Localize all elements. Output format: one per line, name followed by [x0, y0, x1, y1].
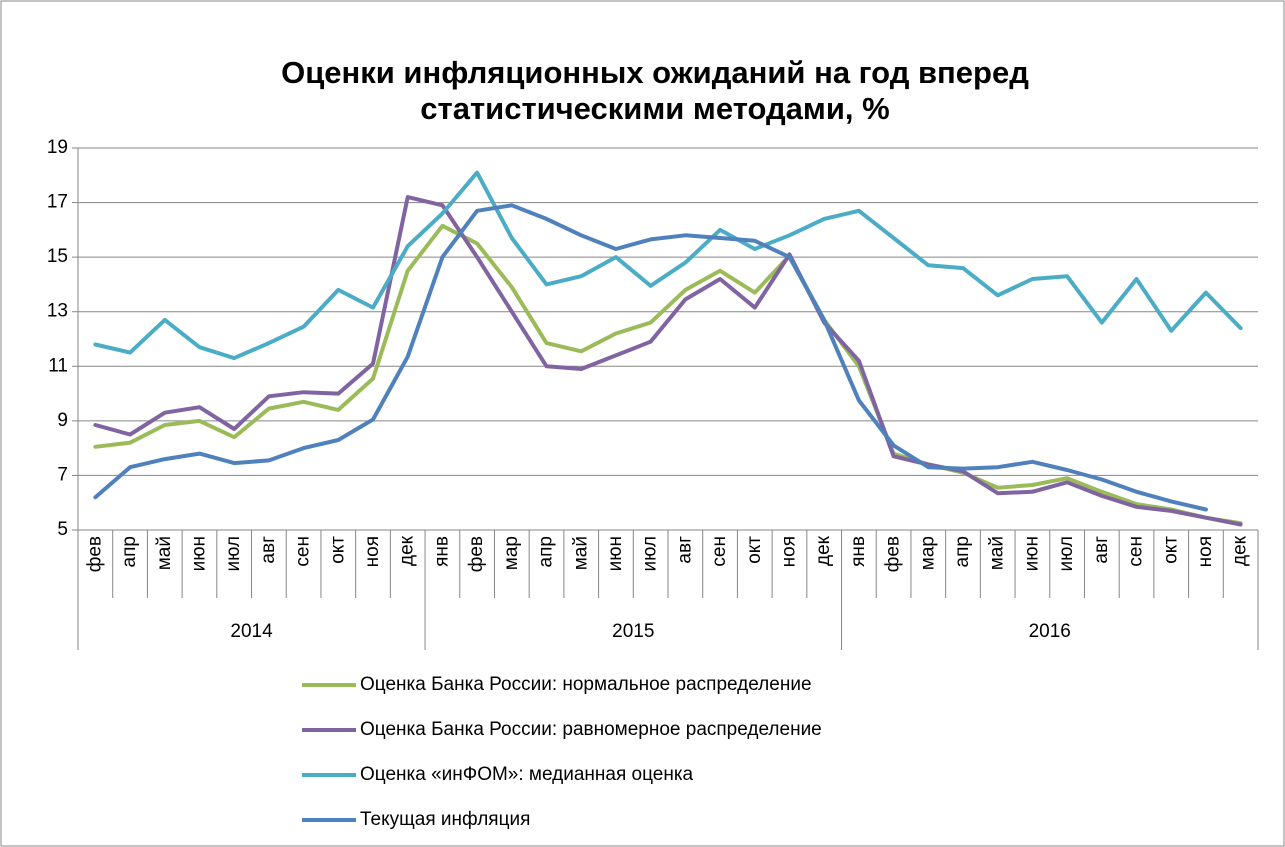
x-tick-label: май [154, 536, 175, 570]
x-tick-label: янв [848, 536, 869, 567]
chart-title: Оценки инфляционных ожиданий на год впер… [281, 55, 1029, 90]
x-tick-label: фев [883, 536, 904, 572]
y-tick-label: 9 [57, 410, 68, 431]
x-tick-label: дек [813, 535, 834, 566]
x-tick-label: ноя [778, 536, 799, 567]
y-tick-label: 11 [48, 355, 68, 376]
y-tick-label: 15 [47, 246, 68, 267]
series-line [93, 203, 1208, 512]
x-tick-label: дек [1230, 535, 1251, 566]
legend-label: Оценка Банка России: равномерное распред… [360, 719, 822, 740]
x-tick-label: окт [1160, 536, 1181, 564]
x-tick-label: фев [84, 536, 105, 572]
y-tick-label: 5 [57, 519, 68, 540]
y-tick-label: 13 [47, 301, 68, 322]
x-tick-label: авг [674, 536, 695, 564]
legend-label: Оценка Банка России: нормальное распреде… [360, 674, 812, 695]
x-tick-label: ноя [362, 536, 383, 567]
x-tick-label: июл [223, 536, 244, 572]
x-tick-label: июн [1021, 536, 1042, 571]
x-tick-label: авг [258, 536, 279, 564]
y-tick-label: 7 [57, 464, 68, 485]
group-label: 2015 [612, 621, 654, 642]
x-tick-label: июл [640, 536, 661, 572]
series-line [93, 195, 1243, 527]
x-tick-label: сен [709, 536, 730, 567]
series-line [93, 223, 1243, 526]
x-tick-label: май [987, 536, 1008, 570]
group-label: 2016 [1029, 621, 1071, 642]
x-tick-label: сен [1126, 536, 1147, 567]
x-tick-label: апр [119, 536, 140, 567]
x-tick-label: июн [188, 536, 209, 571]
x-tick-label: май [570, 536, 591, 570]
legend-label: Текущая инфляция [360, 809, 530, 830]
x-tick-label: мар [501, 536, 522, 570]
x-tick-label: фев [466, 536, 487, 572]
x-tick-label: июн [605, 536, 626, 571]
chart-title: статистическими методами, % [420, 91, 889, 126]
x-tick-label: мар [917, 536, 938, 570]
x-tick-label: июл [1056, 536, 1077, 572]
x-tick-label: авг [1091, 536, 1112, 564]
series-line [93, 170, 1243, 361]
x-tick-label: окт [327, 536, 348, 564]
x-tick-label: сен [293, 536, 314, 567]
x-tick-label: янв [431, 536, 452, 567]
y-tick-label: 17 [47, 192, 68, 213]
y-tick-label: 19 [47, 137, 68, 158]
x-tick-label: ноя [1195, 536, 1216, 567]
x-tick-label: апр [536, 536, 557, 567]
x-tick-label: окт [744, 536, 765, 564]
group-label: 2014 [230, 621, 273, 642]
legend-label: Оценка «инФОМ»: медианная оценка [360, 764, 694, 785]
x-tick-label: дек [397, 535, 418, 566]
x-tick-label: апр [952, 536, 973, 567]
